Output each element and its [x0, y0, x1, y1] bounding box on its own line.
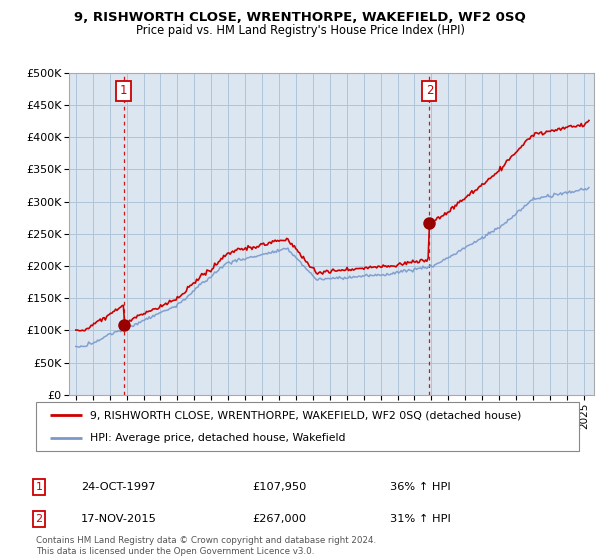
Text: 9, RISHWORTH CLOSE, WRENTHORPE, WAKEFIELD, WF2 0SQ (detached house): 9, RISHWORTH CLOSE, WRENTHORPE, WAKEFIEL…	[91, 410, 521, 421]
Text: 24-OCT-1997: 24-OCT-1997	[81, 482, 155, 492]
Text: 36% ↑ HPI: 36% ↑ HPI	[390, 482, 451, 492]
Text: Contains HM Land Registry data © Crown copyright and database right 2024.
This d: Contains HM Land Registry data © Crown c…	[36, 536, 376, 556]
Text: £267,000: £267,000	[252, 514, 306, 524]
Text: 1: 1	[35, 482, 43, 492]
Text: 17-NOV-2015: 17-NOV-2015	[81, 514, 157, 524]
Text: 9, RISHWORTH CLOSE, WRENTHORPE, WAKEFIELD, WF2 0SQ: 9, RISHWORTH CLOSE, WRENTHORPE, WAKEFIEL…	[74, 11, 526, 24]
Text: £107,950: £107,950	[252, 482, 307, 492]
FancyBboxPatch shape	[36, 402, 579, 451]
Text: 2: 2	[35, 514, 43, 524]
Text: HPI: Average price, detached house, Wakefield: HPI: Average price, detached house, Wake…	[91, 433, 346, 444]
Text: 2: 2	[425, 85, 433, 97]
Text: 31% ↑ HPI: 31% ↑ HPI	[390, 514, 451, 524]
Text: Price paid vs. HM Land Registry's House Price Index (HPI): Price paid vs. HM Land Registry's House …	[136, 24, 464, 36]
Text: 1: 1	[120, 85, 127, 97]
